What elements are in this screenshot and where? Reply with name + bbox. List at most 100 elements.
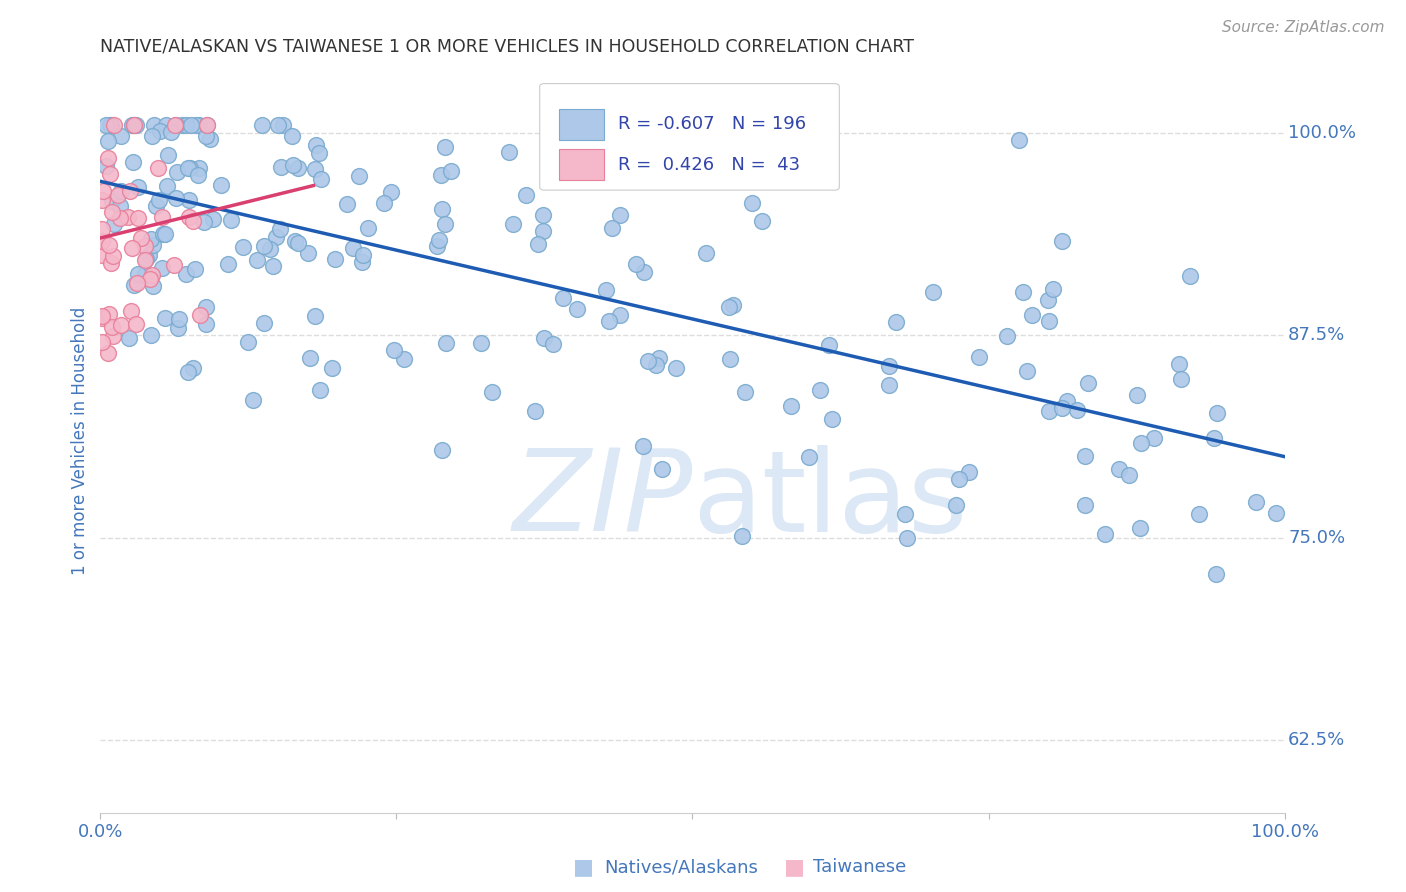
Point [174, 267, 197, 281]
Point [150, 211, 173, 225]
Text: Source: ZipAtlas.com: Source: ZipAtlas.com [1222, 20, 1385, 35]
Point [177, 193, 200, 207]
Point [565, 302, 588, 317]
Point [426, 239, 449, 253]
Point [1130, 436, 1153, 450]
Point [165, 191, 187, 205]
Point [110, 199, 132, 213]
Point [382, 343, 405, 357]
Point [127, 276, 149, 290]
Point [1050, 234, 1073, 248]
Point [1205, 567, 1227, 582]
Point [169, 312, 191, 326]
Point [1202, 432, 1225, 446]
Point [595, 283, 617, 297]
Point [264, 230, 287, 244]
Text: NATIVE/ALASKAN VS TAIWANESE 1 OR MORE VEHICLES IN HOUSEHOLD CORRELATION CHART: NATIVE/ALASKAN VS TAIWANESE 1 OR MORE VE… [100, 37, 914, 55]
Point [127, 179, 149, 194]
Point [100, 118, 122, 132]
Text: 100.0%: 100.0% [1288, 124, 1357, 142]
Point [808, 384, 831, 398]
Point [118, 184, 141, 198]
Text: Natives/Alaskans: Natives/Alaskans [605, 858, 758, 876]
Bar [558, 109, 603, 140]
Point [98, 118, 121, 132]
Point [101, 249, 124, 263]
Point [134, 253, 156, 268]
Point [91, 311, 114, 326]
Point [269, 222, 291, 236]
Point [969, 350, 991, 364]
Point [1129, 520, 1152, 534]
Point [155, 118, 177, 132]
Point [138, 247, 160, 261]
Point [896, 531, 918, 545]
Point [202, 212, 225, 227]
Point [217, 257, 239, 271]
Point [153, 311, 176, 326]
Point [305, 137, 328, 152]
Point [893, 508, 915, 522]
Point [167, 321, 190, 335]
Point [97, 345, 120, 359]
Point [1143, 431, 1166, 445]
Point [432, 442, 454, 457]
Point [541, 337, 564, 351]
Point [194, 128, 217, 143]
Point [187, 161, 209, 175]
Point [533, 331, 555, 345]
Point [734, 385, 756, 400]
Point [180, 118, 202, 132]
Point [179, 161, 201, 175]
Point [124, 277, 146, 292]
Point [155, 227, 177, 241]
Point [242, 392, 264, 407]
Point [287, 161, 309, 175]
Text: ■: ■ [574, 857, 593, 877]
Point [100, 320, 122, 334]
Point [524, 404, 547, 418]
Point [877, 378, 900, 392]
Point [695, 246, 717, 260]
Point [434, 335, 457, 350]
Point [142, 237, 165, 252]
Point [232, 240, 254, 254]
Point [945, 498, 967, 512]
Point [145, 198, 167, 212]
Point [181, 360, 204, 375]
Point [209, 178, 232, 192]
Point [177, 210, 200, 224]
Text: R = -0.607   N = 196: R = -0.607 N = 196 [617, 115, 806, 134]
Point [1038, 293, 1060, 307]
Point [430, 168, 453, 182]
Point [271, 118, 294, 132]
Point [647, 351, 669, 365]
Point [139, 272, 162, 286]
Point [163, 258, 186, 272]
Text: ■: ■ [785, 857, 804, 877]
Point [194, 300, 217, 314]
Point [717, 300, 740, 314]
Text: Taiwanese: Taiwanese [813, 858, 905, 876]
Point [651, 462, 673, 476]
Point [195, 118, 218, 132]
Point [103, 118, 125, 132]
Point [148, 193, 170, 207]
Point [1050, 401, 1073, 415]
Point [142, 279, 165, 293]
Text: R =  0.426   N =  43: R = 0.426 N = 43 [617, 156, 800, 174]
Point [107, 188, 129, 202]
Point [281, 158, 304, 172]
Point [91, 184, 114, 198]
Point [731, 529, 754, 543]
Point [110, 129, 132, 144]
Point [139, 232, 162, 246]
Point [598, 314, 620, 328]
Point [250, 118, 273, 132]
Point [149, 124, 172, 138]
Point [957, 465, 980, 479]
Point [103, 328, 125, 343]
Point [157, 147, 180, 161]
Point [718, 351, 741, 366]
Point [122, 155, 145, 169]
